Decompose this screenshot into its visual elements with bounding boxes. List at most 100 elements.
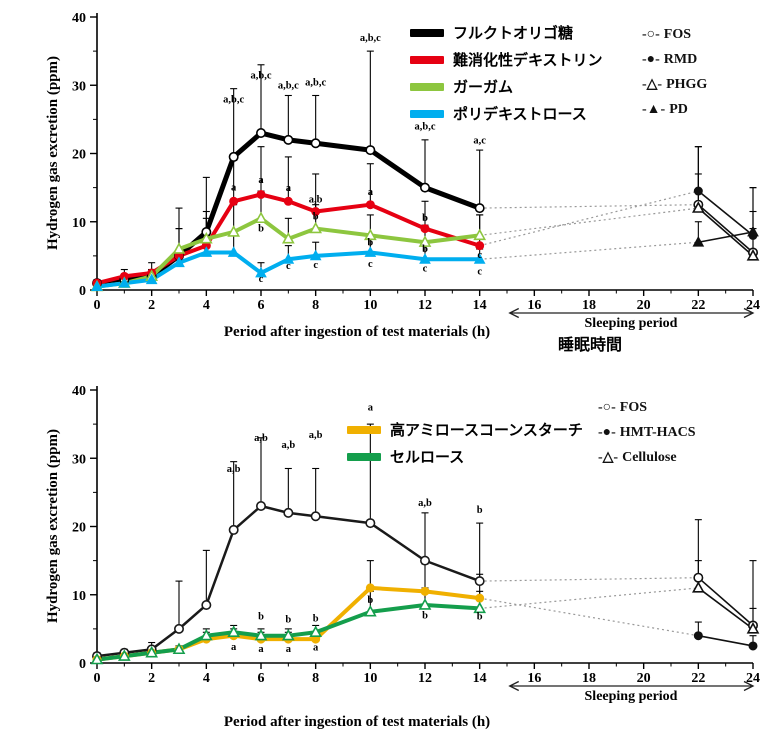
- x-tick-label: 14: [473, 671, 487, 686]
- marker-PHGG: [418, 235, 432, 247]
- marker-RMD: [365, 200, 375, 210]
- sig-annotation: a,b: [309, 430, 323, 441]
- y-tick-label: 20: [72, 148, 86, 163]
- marker-FOS: [310, 511, 321, 522]
- marker-label: HMT-HACS: [619, 425, 696, 440]
- marker-legend-item: -○- FOS: [598, 395, 696, 420]
- sig-annotation: a: [313, 643, 319, 654]
- x-tick-label: 22: [691, 298, 705, 313]
- sig-annotation: c: [423, 264, 428, 275]
- marker-Cellulose: [254, 628, 268, 641]
- x-axis-title: Period after ingestion of test materials…: [224, 324, 490, 340]
- sleep-connector: [479, 587, 699, 609]
- sig-annotation: a,c: [473, 135, 486, 146]
- series-legend: 高アミロースコーンスターチ セルロース: [347, 419, 583, 473]
- sig-annotation: c: [313, 260, 318, 271]
- sig-annotation: b: [313, 212, 319, 223]
- marker-PD: [309, 249, 322, 261]
- sleep-connector: [479, 577, 699, 582]
- marker-RMD: [256, 189, 266, 199]
- series-legend-item: ポリデキストロース: [410, 103, 603, 124]
- sig-annotation: b: [422, 213, 428, 224]
- series-legend-item: セルロース: [347, 446, 583, 467]
- sleeping-period-label: Sleeping period: [585, 689, 678, 704]
- marker-PD: [173, 256, 185, 268]
- marker-FOS: [228, 151, 239, 162]
- sig-annotation: a,b,c: [415, 122, 436, 133]
- chart-bottom-svg: Hydrogen gas excretion (ppm) Period afte…: [45, 384, 760, 730]
- marker-FOS: [693, 572, 704, 583]
- sig-annotation: b: [367, 238, 373, 249]
- marker-PD: [419, 253, 431, 264]
- y-tick-label: 30: [72, 452, 86, 467]
- x-axis-title: Period after ingestion of test materials…: [224, 714, 490, 730]
- marker-PD: [200, 246, 213, 257]
- marker-RMD: [311, 207, 321, 217]
- sig-annotation: a: [231, 642, 237, 653]
- legend-color-swatch: [410, 28, 444, 37]
- y-tick-label: 10: [72, 589, 86, 604]
- marker-PD: [747, 225, 759, 237]
- x-tick-label: 8: [312, 671, 319, 686]
- sig-annotation: c: [477, 250, 482, 261]
- marker-label: RMD: [663, 52, 698, 67]
- legend-label: ポリデキストロース: [453, 105, 587, 123]
- marker-RMD: [475, 241, 485, 251]
- x-tick-label: 24: [746, 671, 760, 686]
- x-tick-label: 12: [418, 671, 432, 686]
- y-tick-label: 0: [79, 657, 86, 672]
- y-tick-label: 40: [72, 11, 86, 26]
- y-axis-title: Hydrogen gas excretion (ppm): [45, 56, 61, 250]
- sleep-connector: [479, 597, 699, 637]
- x-tick-label: 0: [94, 671, 101, 686]
- sleep-segment: [697, 587, 754, 630]
- marker-FOS: [419, 182, 430, 193]
- sig-annotation: a: [258, 175, 264, 186]
- y-tick-label: 0: [79, 284, 86, 299]
- marker-PHGG: [309, 221, 323, 234]
- sig-annotation: a,b: [418, 498, 432, 509]
- marker-legend-item: -△- Cellulose: [598, 445, 696, 470]
- marker-FOS: [255, 128, 266, 139]
- marker-Cellulose: [227, 625, 241, 637]
- marker-PD: [118, 276, 131, 288]
- sig-annotation: c: [259, 274, 264, 285]
- chart-top-dietary-fibers: Hydrogen gas excretion (ppm) Period afte…: [0, 0, 783, 370]
- chart-top-svg: Hydrogen gas excretion (ppm) Period afte…: [45, 11, 760, 354]
- legend-label: セルロース: [390, 448, 465, 466]
- sig-annotation: c: [368, 259, 373, 270]
- marker-legend-item: -●- HMT-HACS: [598, 420, 696, 445]
- sig-annotation: a,b,c: [305, 77, 326, 88]
- x-tick-label: 2: [148, 671, 155, 686]
- marker-FOS: [474, 576, 485, 587]
- marker-PHGG: [227, 225, 241, 237]
- sig-annotation: b: [422, 244, 428, 255]
- x-tick-label: 24: [746, 298, 760, 313]
- legend-label: 難消化性デキストリン: [453, 51, 603, 69]
- x-tick-label: 20: [637, 298, 651, 313]
- series-legend: フルクトオリゴ糖 難消化性デキストリン ガーガム ポリデキストロース: [410, 22, 603, 130]
- sleep-segment: [698, 634, 754, 647]
- legend-label: 高アミロースコーンスターチ: [390, 421, 583, 439]
- marker-Cellulose: [418, 598, 432, 610]
- sig-annotation: a,b,c: [360, 33, 381, 44]
- x-tick-label: 16: [527, 671, 541, 686]
- marker-Cellulose: [473, 601, 487, 614]
- sig-annotation: b: [367, 595, 373, 606]
- sig-annotation: a,b: [281, 440, 295, 451]
- marker-FOS: [365, 518, 376, 529]
- sleeping-period-label: Sleeping period: [585, 316, 678, 331]
- x-tick-label: 22: [691, 671, 705, 686]
- marker-label: PD: [669, 102, 688, 117]
- x-tick-label: 18: [582, 298, 596, 313]
- marker-RMD: [229, 196, 239, 206]
- sleep-segment: [698, 231, 754, 244]
- sig-annotation: b: [285, 615, 291, 626]
- sig-annotation: c: [286, 261, 291, 272]
- x-tick-label: 12: [418, 298, 432, 313]
- y-tick-label: 20: [72, 521, 86, 536]
- marker-RMD: [283, 196, 293, 206]
- series-legend-item: フルクトオリゴ糖: [410, 22, 603, 43]
- x-tick-label: 0: [94, 298, 101, 313]
- marker-PD: [364, 246, 377, 257]
